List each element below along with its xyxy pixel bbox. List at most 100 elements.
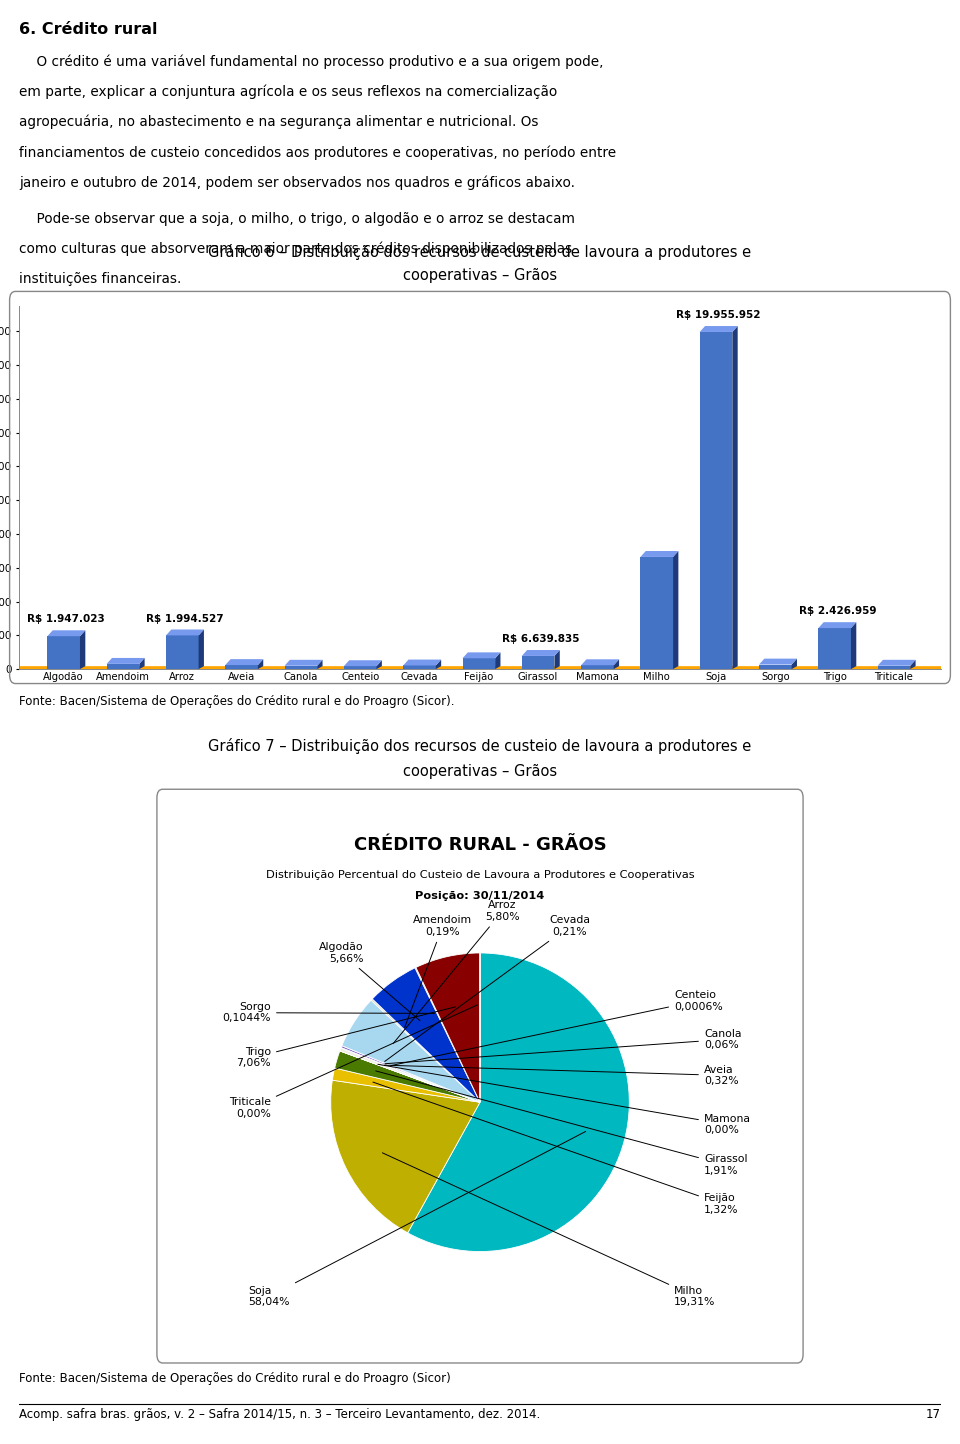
Text: Girassol
1,91%: Girassol 1,91% bbox=[375, 1071, 748, 1175]
Polygon shape bbox=[317, 660, 323, 669]
Polygon shape bbox=[376, 660, 382, 669]
Text: R$ 19.955.952: R$ 19.955.952 bbox=[677, 310, 761, 321]
Bar bbox=[640, 557, 673, 669]
Text: cooperativas – Grãos: cooperativas – Grãos bbox=[403, 269, 557, 283]
Bar bbox=[344, 666, 376, 669]
Text: Fonte: Bacen/Sistema de Operações do Crédito rural e do Proagro (Sicor): Fonte: Bacen/Sistema de Operações do Cré… bbox=[19, 1372, 451, 1385]
Polygon shape bbox=[700, 326, 737, 332]
Polygon shape bbox=[226, 658, 263, 666]
Wedge shape bbox=[341, 1047, 480, 1102]
Text: Pode-se observar que a soja, o milho, o trigo, o algodão e o arroz se destacam: Pode-se observar que a soja, o milho, o … bbox=[19, 212, 575, 225]
Wedge shape bbox=[331, 1080, 480, 1233]
Bar bbox=[403, 666, 436, 669]
Text: Mamona
0,00%: Mamona 0,00% bbox=[378, 1064, 751, 1135]
Text: agropecuária, no abastecimento e na segurança alimentar e nutricional. Os: agropecuária, no abastecimento e na segu… bbox=[19, 116, 539, 130]
Wedge shape bbox=[340, 1051, 480, 1102]
Polygon shape bbox=[344, 660, 382, 666]
Bar bbox=[284, 666, 317, 669]
Polygon shape bbox=[910, 660, 916, 669]
Polygon shape bbox=[613, 660, 619, 669]
Text: janeiro e outubro de 2014, podem ser observados nos quadros e gráficos abaixo.: janeiro e outubro de 2014, podem ser obs… bbox=[19, 175, 575, 189]
Text: CRÉDITO RURAL - GRÃOS: CRÉDITO RURAL - GRÃOS bbox=[353, 836, 607, 855]
Polygon shape bbox=[851, 622, 856, 669]
Text: Milho
19,31%: Milho 19,31% bbox=[382, 1152, 715, 1307]
Bar bbox=[700, 332, 732, 669]
Polygon shape bbox=[80, 630, 85, 669]
Text: Algodão
5,66%: Algodão 5,66% bbox=[319, 941, 420, 1021]
Text: Trigo
7,06%: Trigo 7,06% bbox=[236, 1006, 456, 1069]
Bar bbox=[759, 664, 792, 669]
Text: como culturas que absorveram a maior parte dos créditos disponibilizados pelas: como culturas que absorveram a maior par… bbox=[19, 243, 572, 257]
Bar bbox=[581, 666, 613, 669]
Polygon shape bbox=[522, 650, 560, 656]
Text: R$ 2.426.959: R$ 2.426.959 bbox=[799, 606, 876, 617]
Polygon shape bbox=[11, 666, 952, 669]
Polygon shape bbox=[818, 622, 856, 628]
Text: Feijão
1,32%: Feijão 1,32% bbox=[373, 1082, 738, 1214]
Polygon shape bbox=[199, 630, 204, 669]
Text: Centeio
0,0006%: Centeio 0,0006% bbox=[391, 991, 723, 1066]
Polygon shape bbox=[495, 653, 500, 669]
Polygon shape bbox=[258, 658, 263, 669]
Text: 6. Crédito rural: 6. Crédito rural bbox=[19, 22, 157, 36]
Bar bbox=[463, 658, 495, 669]
Polygon shape bbox=[463, 653, 500, 658]
Text: Aveia
0,32%: Aveia 0,32% bbox=[384, 1064, 738, 1086]
Polygon shape bbox=[732, 326, 737, 669]
Text: Gráfico 7 – Distribuição dos recursos de custeio de lavoura a produtores e: Gráfico 7 – Distribuição dos recursos de… bbox=[208, 738, 752, 754]
Polygon shape bbox=[107, 658, 145, 664]
Bar bbox=[818, 628, 851, 669]
Polygon shape bbox=[759, 658, 797, 664]
Wedge shape bbox=[342, 1001, 480, 1102]
Bar bbox=[877, 666, 910, 669]
Bar bbox=[522, 656, 555, 669]
Text: Fonte: Bacen/Sistema de Operações do Crédito rural e do Proagro (Sicor).: Fonte: Bacen/Sistema de Operações do Cré… bbox=[19, 696, 455, 709]
Text: 17: 17 bbox=[925, 1408, 941, 1421]
Polygon shape bbox=[673, 552, 679, 669]
Text: em parte, explicar a conjuntura agrícola e os seus reflexos na comercialização: em parte, explicar a conjuntura agrícola… bbox=[19, 85, 558, 100]
Wedge shape bbox=[415, 967, 480, 1102]
Text: Gráfico 6 – Distribuição dos recursos de custeio de lavoura a produtores e: Gráfico 6 – Distribuição dos recursos de… bbox=[208, 244, 752, 260]
Polygon shape bbox=[555, 650, 560, 669]
Polygon shape bbox=[640, 552, 679, 557]
Text: O crédito é uma variável fundamental no processo produtivo e a sua origem pode,: O crédito é uma variável fundamental no … bbox=[19, 55, 604, 69]
Text: cooperativas – Grãos: cooperativas – Grãos bbox=[403, 764, 557, 778]
Text: R$ 1.994.527: R$ 1.994.527 bbox=[146, 614, 224, 624]
Text: R$ 6.639.835: R$ 6.639.835 bbox=[502, 634, 580, 644]
Wedge shape bbox=[341, 1045, 480, 1102]
Text: Posição: 30/11/2014: Posição: 30/11/2014 bbox=[416, 891, 544, 901]
Bar bbox=[47, 637, 80, 669]
Text: Triticale
0,00%: Triticale 0,00% bbox=[229, 1005, 477, 1119]
Text: financiamentos de custeio concedidos aos produtores e cooperativas, no período e: financiamentos de custeio concedidos aos… bbox=[19, 144, 616, 160]
Polygon shape bbox=[792, 658, 797, 669]
Text: Soja
58,04%: Soja 58,04% bbox=[249, 1132, 586, 1307]
Wedge shape bbox=[332, 1069, 480, 1102]
Text: Cevada
0,21%: Cevada 0,21% bbox=[385, 915, 590, 1061]
Polygon shape bbox=[284, 660, 323, 666]
Text: R$ 1.947.023: R$ 1.947.023 bbox=[28, 614, 106, 624]
Wedge shape bbox=[416, 953, 480, 1102]
Wedge shape bbox=[341, 1047, 480, 1102]
Text: Sorgo
0,1044%: Sorgo 0,1044% bbox=[223, 1002, 435, 1024]
Text: Acomp. safra bras. grãos, v. 2 – Safra 2014/15, n. 3 – Terceiro Levantamento, de: Acomp. safra bras. grãos, v. 2 – Safra 2… bbox=[19, 1408, 540, 1421]
Text: Amendoim
0,19%: Amendoim 0,19% bbox=[405, 915, 472, 1027]
Polygon shape bbox=[877, 660, 916, 666]
Wedge shape bbox=[408, 953, 629, 1252]
Polygon shape bbox=[436, 660, 442, 669]
Text: Distribuição Percentual do Custeio de Lavoura a Produtores e Cooperativas: Distribuição Percentual do Custeio de La… bbox=[266, 871, 694, 881]
Text: Arroz
5,80%: Arroz 5,80% bbox=[394, 901, 519, 1044]
Bar bbox=[166, 635, 199, 669]
Wedge shape bbox=[372, 967, 480, 1102]
Bar bbox=[107, 664, 139, 669]
Wedge shape bbox=[340, 1048, 480, 1102]
Text: Canola
0,06%: Canola 0,06% bbox=[385, 1028, 741, 1064]
Polygon shape bbox=[47, 630, 85, 637]
Polygon shape bbox=[581, 660, 619, 666]
Bar bbox=[226, 666, 258, 669]
Text: instituições financeiras.: instituições financeiras. bbox=[19, 271, 181, 286]
Wedge shape bbox=[372, 999, 480, 1102]
Polygon shape bbox=[166, 630, 204, 635]
Polygon shape bbox=[403, 660, 442, 666]
Polygon shape bbox=[139, 658, 145, 669]
Wedge shape bbox=[335, 1051, 480, 1102]
